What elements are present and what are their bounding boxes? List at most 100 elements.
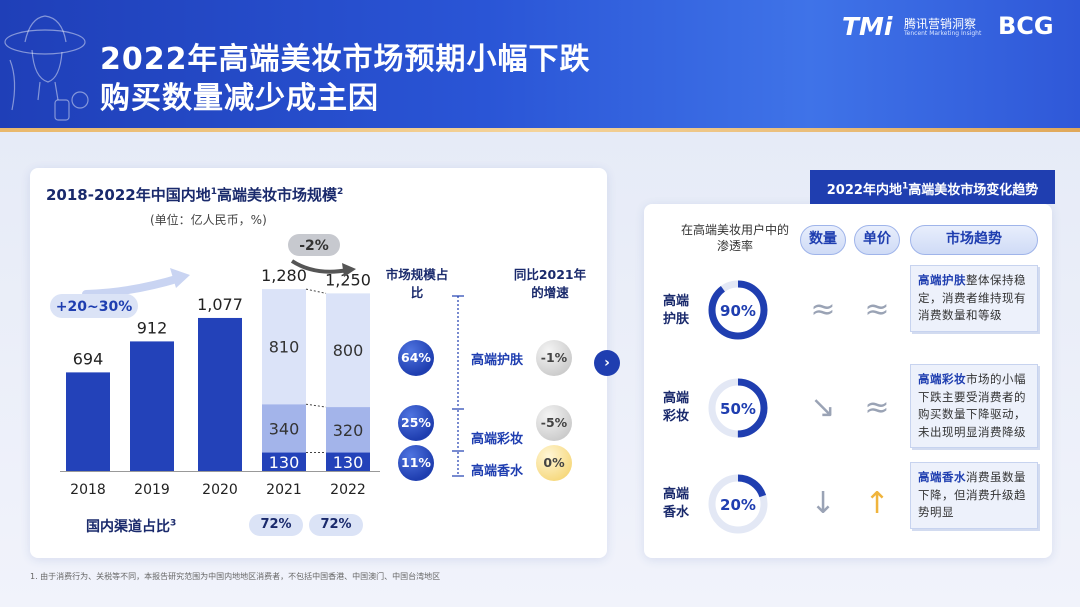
stack-segment	[262, 289, 306, 405]
domestic-share-2021: 72%	[249, 514, 303, 536]
market-trend-header: 市场趋势	[910, 225, 1038, 255]
stack-segment	[326, 452, 370, 471]
domestic-share-2022: 72%	[309, 514, 363, 536]
market-size-chart: 694 912 1,077 130 340 810 1,280 130 320 800 1,250 2…	[50, 234, 380, 498]
trend-desc-makeup: 高端彩妆市场的小幅下跌主要受消费者的购买数量下降驱动，未出现明显消费降级	[910, 364, 1038, 448]
bcg-logo: BCG	[998, 12, 1054, 40]
tmi-logo: TMi	[842, 12, 893, 41]
bar-2020	[198, 317, 242, 471]
bar-value-label: 912	[137, 318, 168, 337]
price-stable-icon: ≈	[864, 292, 890, 327]
page-title-line1: 2022年高端美妆市场预期小幅下跌	[100, 42, 591, 77]
segment-value-label: 340	[269, 419, 300, 438]
growth-fragrance: 0%	[536, 445, 572, 481]
x-tick-label: 2022	[330, 482, 366, 498]
trend-header-part1: 2022年内地	[826, 183, 902, 199]
change-pill	[288, 234, 340, 256]
x-tick-label: 2021	[266, 482, 302, 498]
trend-desc-makeup-bold: 高端彩妆	[918, 372, 966, 386]
chart-title-part2: 高端美妆市场规模	[217, 186, 338, 204]
trend-header-part2: 高端美妆市场变化趋势	[908, 183, 1039, 199]
stack-segment	[262, 452, 306, 471]
penetration-header: 在高端美妆用户中的渗透率	[680, 223, 789, 253]
bar-value-label: 1,077	[197, 295, 243, 314]
quantity-header: 数量	[800, 225, 846, 255]
category-fragrance: 高端香水	[471, 464, 524, 479]
penetration-ring-fill	[708, 280, 768, 340]
tmi-logo-en: Tencent Marketing Insight	[904, 30, 982, 37]
page-title-line2: 购买数量减少成主因	[100, 81, 379, 116]
footnote-mark: 3	[170, 518, 177, 529]
segment-value-label: 130	[333, 453, 364, 472]
market-size-card	[30, 168, 607, 558]
chart-title: 2018-2022年中国内地1高端美妆市场规模2	[46, 184, 343, 205]
tmi-logo-cn: 腾讯营销洞察	[904, 17, 977, 31]
price-header: 单价	[854, 225, 900, 255]
growth-arrow-head	[170, 268, 190, 288]
trend-desc-fragrance: 高端香水消费虽数量下降，但消费升级趋势明显	[910, 462, 1038, 529]
woman-illustration	[4, 15, 89, 121]
domestic-share-label-text: 国内渠道占比	[86, 519, 170, 535]
x-tick-label: 2018	[70, 482, 106, 498]
growth-header: 同比2021年的增速	[513, 267, 587, 300]
footnote-mark: 1	[901, 182, 909, 192]
stack-connector	[305, 288, 327, 294]
price-up-icon: ↑	[864, 486, 890, 521]
change-arrow-head	[342, 263, 356, 277]
trend-desc-fragrance-bold: 高端香水	[918, 470, 966, 484]
footnote: 1. 由于消费行为、关税等不同，本报告研究范围为中国内地地区消费者，不包括中国香…	[30, 572, 441, 581]
penetration-ring-fill	[708, 378, 768, 438]
stack-segment	[262, 404, 306, 453]
category-skincare: 高端护肤	[471, 353, 524, 368]
row-label-makeup: 高端彩妆	[662, 391, 689, 424]
growth-arrow	[82, 274, 184, 298]
row-label-skincare: 高端护肤	[662, 294, 689, 327]
stack-segment	[326, 293, 370, 408]
trend-header-text: 2022年内地1高端美妆市场变化趋势	[826, 182, 1039, 199]
bar-total-label: 1,250	[325, 270, 371, 289]
category-makeup: 高端彩妆	[471, 432, 524, 447]
bar-2018	[66, 372, 110, 471]
trend-desc-skincare-text: 整体保持稳定，消费者维持现有消费数量和等级	[918, 273, 1026, 322]
segment-value-label: 810	[269, 338, 300, 357]
footnote-mark: 2	[337, 187, 344, 197]
growth-skincare: -1%	[536, 340, 572, 376]
growth-annotation: +20~30%	[56, 299, 132, 315]
footnote-mark: 1	[210, 187, 217, 197]
segment-value-label: 320	[333, 421, 364, 440]
quantity-down-icon: ↓	[810, 486, 836, 521]
quantity-decline-icon: ↘	[810, 390, 836, 425]
penetration-ring-fill	[708, 474, 768, 534]
next-arrow-icon[interactable]: ›	[594, 350, 620, 376]
trend-desc-skincare: 高端护肤整体保持稳定，消费者维持现有消费数量和等级	[910, 265, 1038, 332]
x-tick-label: 2020	[202, 482, 238, 498]
penetration-value: 20%	[720, 496, 756, 514]
segment-value-label: 130	[269, 453, 300, 472]
penetration-value: 50%	[720, 400, 756, 418]
trend-desc-skincare-bold: 高端护肤	[918, 273, 966, 287]
penetration-value: 90%	[720, 302, 756, 320]
share-header: 市场规模占比	[385, 267, 449, 300]
share-skincare: 64%	[398, 340, 434, 376]
header-banner: 2022年高端美妆市场预期小幅下跌 购买数量减少成主因 TMi 腾讯营销洞察 T…	[0, 0, 1080, 130]
quantity-stable-icon: ≈	[810, 292, 836, 327]
change-arrow	[290, 259, 349, 274]
bar-value-label: 694	[73, 349, 104, 368]
header-divider	[0, 128, 1080, 132]
chart-title-part1: 2018-2022年中国内地	[46, 186, 211, 204]
bar-total-label: 1,280	[261, 266, 307, 285]
share-fragrance: 11%	[398, 445, 434, 481]
share-makeup: 25%	[398, 405, 434, 441]
growth-pill	[50, 294, 138, 318]
row-label-fragrance: 高端香水	[662, 487, 689, 520]
trend-desc-makeup-text: 市场的小幅下跌主要受消费者的购买数量下降驱动，未出现明显消费降级	[918, 372, 1026, 439]
change-annotation: -2%	[299, 238, 329, 254]
stack-segment	[326, 407, 370, 453]
stack-connector	[305, 403, 327, 408]
x-tick-label: 2019	[134, 482, 170, 498]
bar-2019	[130, 341, 174, 471]
price-stable-icon: ≈	[864, 390, 890, 425]
share-bracket	[452, 295, 464, 477]
domestic-share-label: 国内渠道占比3	[86, 516, 176, 536]
trend-header: 2022年内地1高端美妆市场变化趋势	[810, 170, 1055, 204]
